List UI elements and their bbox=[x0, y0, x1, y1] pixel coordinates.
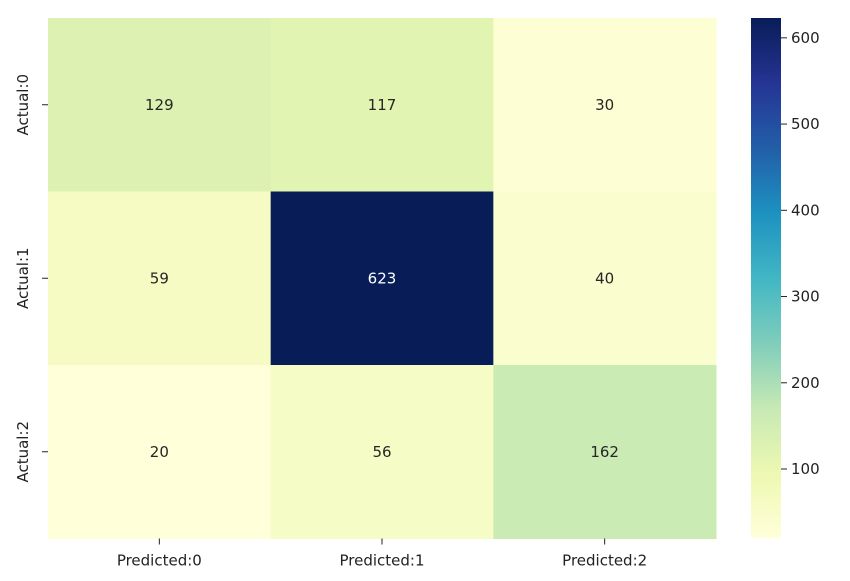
colorbar-tick-label: 100 bbox=[791, 460, 820, 478]
heatmap-cell bbox=[493, 191, 717, 366]
cell-value-label: 623 bbox=[368, 269, 397, 287]
colorbar-gradient bbox=[751, 18, 781, 538]
heatmap-cell bbox=[270, 191, 494, 366]
x-tick-label: Predicted:0 bbox=[117, 552, 202, 570]
colorbar: 100 200 300 400 500 600 bbox=[751, 18, 820, 538]
heatmap-cell bbox=[493, 18, 717, 192]
cell-value-label: 129 bbox=[145, 96, 174, 114]
cell-value-label: 56 bbox=[372, 443, 391, 461]
cell-value-label: 30 bbox=[595, 96, 614, 114]
colorbar-tick-label: 200 bbox=[791, 374, 820, 392]
cell-annotations: 129 117 30 59 623 40 20 56 162 bbox=[145, 96, 619, 461]
y-tick-label: Actual:2 bbox=[14, 421, 32, 483]
y-tick-label: Actual:0 bbox=[14, 74, 32, 136]
cell-value-label: 162 bbox=[590, 443, 619, 461]
y-tick-label: Actual:1 bbox=[14, 247, 32, 309]
colorbar-tick-label: 300 bbox=[791, 288, 820, 306]
heatmap-cell bbox=[48, 18, 272, 192]
colorbar-tick-label: 400 bbox=[791, 201, 820, 219]
x-axis: Predicted:0 Predicted:1 Predicted:2 bbox=[117, 538, 647, 570]
heatmap-cell bbox=[493, 365, 717, 539]
x-tick-label: Predicted:1 bbox=[339, 552, 424, 570]
cell-value-label: 117 bbox=[368, 96, 397, 114]
heatmap-cell bbox=[270, 18, 494, 192]
x-tick-label: Predicted:2 bbox=[562, 552, 647, 570]
y-axis: Actual:0 Actual:1 Actual:2 bbox=[14, 74, 48, 483]
heatmap-cell bbox=[270, 365, 494, 539]
colorbar-tick-label: 600 bbox=[791, 29, 820, 47]
cell-value-label: 59 bbox=[150, 269, 169, 287]
colorbar-tick-label: 500 bbox=[791, 115, 820, 133]
heatmap-cell bbox=[48, 191, 272, 366]
heatmap-cells bbox=[48, 18, 717, 539]
heatmap-cell bbox=[48, 365, 272, 539]
cell-value-label: 40 bbox=[595, 269, 614, 287]
cell-value-label: 20 bbox=[150, 443, 169, 461]
